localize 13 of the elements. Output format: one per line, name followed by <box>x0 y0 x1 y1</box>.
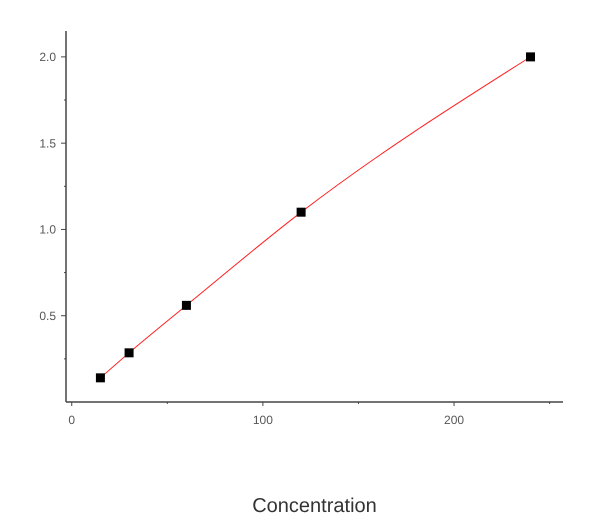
text: 2.0 <box>39 50 56 64</box>
y-tick-label: 1.5 <box>39 136 56 150</box>
point <box>124 348 134 358</box>
point <box>96 373 105 382</box>
x-tick-label: 100 <box>252 413 274 427</box>
x-tick-label: 0 <box>68 413 76 427</box>
x-tick-label: 200 <box>444 413 464 427</box>
y-tick-label: 0.5 <box>39 308 56 323</box>
text: 1.0 <box>39 222 56 237</box>
point <box>526 52 536 62</box>
point <box>182 300 191 310</box>
x-axis-title: Concentration <box>252 495 377 517</box>
point <box>296 208 306 217</box>
